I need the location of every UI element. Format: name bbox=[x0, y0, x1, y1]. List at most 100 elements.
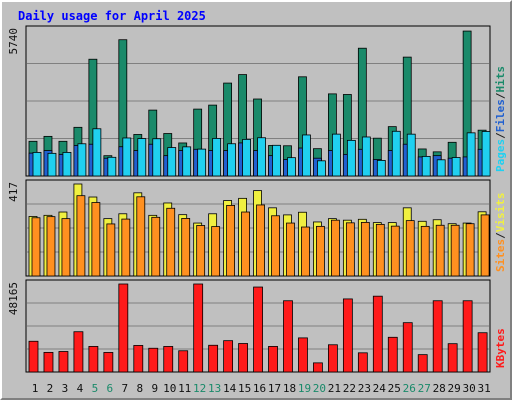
bar-kbytes bbox=[223, 340, 234, 373]
x-tick-label: 13 bbox=[208, 382, 221, 395]
bar-kbytes bbox=[342, 298, 353, 373]
bar-kbytes bbox=[73, 331, 84, 373]
bar-kbytes bbox=[283, 300, 293, 373]
bar-pages bbox=[257, 137, 266, 177]
bar-pages bbox=[361, 136, 371, 177]
bar-sites bbox=[166, 207, 176, 277]
bar-pages bbox=[77, 143, 87, 177]
x-tick-label: 21 bbox=[328, 382, 341, 395]
bar-kbytes bbox=[447, 343, 458, 373]
bar-sites bbox=[241, 211, 250, 277]
x-tick-label: 3 bbox=[62, 382, 69, 395]
legend-entry: Visits bbox=[494, 193, 507, 233]
x-tick-label: 18 bbox=[283, 382, 296, 395]
legend-entry: Sites bbox=[494, 239, 507, 272]
bar-sites bbox=[211, 226, 221, 277]
x-tick-label: 22 bbox=[343, 382, 356, 395]
x-tick-label: 30 bbox=[463, 382, 476, 395]
bar-kbytes bbox=[357, 352, 368, 373]
bar-sites bbox=[301, 226, 310, 277]
x-tick-label: 24 bbox=[373, 382, 387, 395]
bar-pages bbox=[272, 144, 281, 177]
x-tick-label: 27 bbox=[418, 382, 431, 395]
bar-pages bbox=[212, 138, 222, 177]
bar-pages bbox=[317, 160, 326, 177]
legend-entry: Files bbox=[494, 99, 507, 132]
y-max-label: 5740 bbox=[7, 28, 20, 55]
bar-pages bbox=[137, 138, 147, 177]
bar-sites bbox=[420, 225, 430, 277]
bar-sites bbox=[91, 202, 101, 277]
bar-pages bbox=[197, 148, 207, 177]
x-tick-label: 2 bbox=[47, 382, 54, 395]
bar-pages bbox=[32, 151, 42, 177]
bar-pages bbox=[406, 133, 416, 177]
chart-title: Daily usage for April 2025 bbox=[18, 9, 206, 23]
bar-sites bbox=[256, 204, 265, 277]
bar-kbytes bbox=[193, 283, 204, 373]
legend-entry: Hits bbox=[494, 66, 507, 93]
bar-kbytes bbox=[28, 340, 39, 373]
x-tick-label: 9 bbox=[151, 382, 158, 395]
bar-sites bbox=[46, 216, 56, 277]
bar-pages bbox=[287, 157, 296, 177]
bar-sites bbox=[465, 223, 475, 277]
bar-sites bbox=[480, 214, 490, 277]
legend-entry: / bbox=[494, 132, 507, 139]
bar-sites bbox=[316, 225, 325, 277]
x-tick-label: 11 bbox=[178, 382, 191, 395]
legend: Pages/Files/Hits bbox=[494, 66, 507, 172]
bar-sites bbox=[360, 221, 370, 277]
bar-pages bbox=[167, 147, 177, 177]
bar-pages bbox=[47, 152, 57, 177]
bar-kbytes bbox=[238, 343, 248, 373]
bar-kbytes bbox=[327, 344, 338, 373]
bar-pages bbox=[152, 138, 162, 177]
bar-sites bbox=[375, 223, 385, 277]
y-max-label: 48165 bbox=[7, 282, 20, 315]
x-tick-label: 10 bbox=[163, 382, 176, 395]
x-tick-label: 31 bbox=[477, 382, 490, 395]
bar-sites bbox=[151, 216, 161, 277]
series-sites bbox=[31, 195, 490, 277]
bar-pages bbox=[346, 139, 356, 177]
x-tick-label: 17 bbox=[268, 382, 281, 395]
x-tick-label: 5 bbox=[92, 382, 99, 395]
bar-kbytes bbox=[103, 352, 114, 373]
bar-pages bbox=[122, 137, 132, 177]
bar-pages bbox=[421, 155, 431, 177]
bar-kbytes bbox=[58, 351, 69, 373]
bar-kbytes bbox=[313, 362, 323, 373]
bar-kbytes bbox=[133, 345, 144, 373]
x-tick-label: 19 bbox=[298, 382, 311, 395]
x-tick-label: 6 bbox=[107, 382, 114, 395]
bar-pages bbox=[331, 133, 341, 177]
bar-sites bbox=[61, 218, 71, 277]
bar-kbytes bbox=[372, 295, 383, 373]
bar-pages bbox=[227, 143, 237, 177]
bar-kbytes bbox=[163, 346, 174, 373]
bar-sites bbox=[226, 204, 236, 277]
legend-entry: / bbox=[494, 232, 507, 239]
x-tick-label: 25 bbox=[388, 382, 401, 395]
bar-sites bbox=[106, 223, 116, 277]
bar-sites bbox=[435, 224, 445, 277]
bar-kbytes bbox=[387, 336, 398, 373]
bar-kbytes bbox=[477, 332, 488, 373]
bar-pages bbox=[242, 138, 251, 177]
bar-sites bbox=[390, 225, 400, 277]
bar-sites bbox=[196, 225, 206, 277]
y-max-label: 417 bbox=[7, 182, 20, 202]
x-tick-label: 1 bbox=[32, 382, 39, 395]
bar-kbytes bbox=[88, 346, 99, 373]
bar-kbytes bbox=[148, 347, 159, 373]
x-tick-label: 16 bbox=[253, 382, 266, 395]
x-tick-label: 29 bbox=[448, 382, 461, 395]
bar-kbytes bbox=[432, 300, 443, 373]
x-tick-label: 7 bbox=[122, 382, 129, 395]
bar-kbytes bbox=[208, 344, 219, 373]
x-tick-label: 20 bbox=[313, 382, 326, 395]
bar-pages bbox=[376, 160, 386, 177]
bar-pages bbox=[466, 132, 476, 177]
legend: KBytes bbox=[494, 328, 507, 368]
